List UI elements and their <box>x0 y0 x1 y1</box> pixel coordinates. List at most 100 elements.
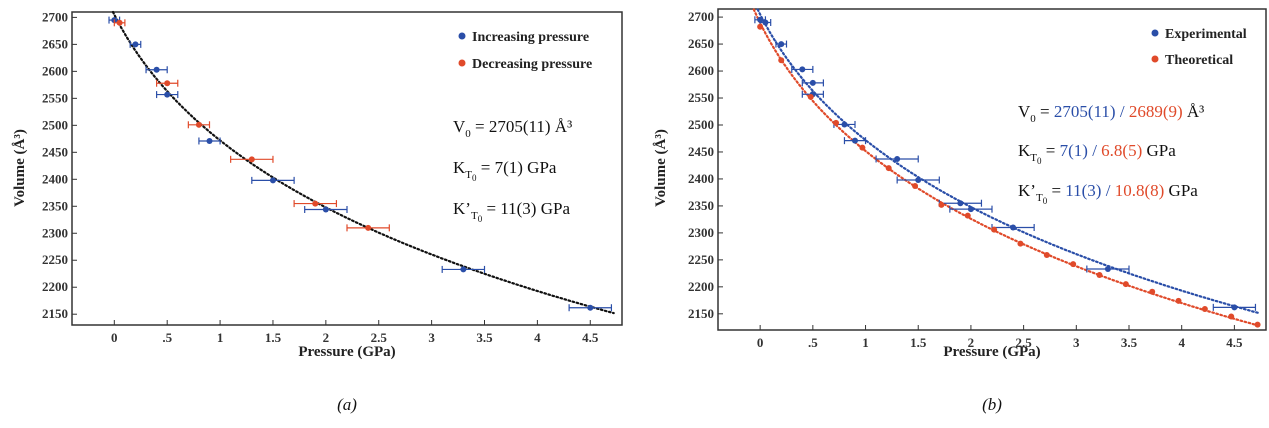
panel-a-ticks: 2150 2200 2250 2300 2350 2400 2450 2500 2550 2600… <box>42 9 599 345</box>
panel-a-parameters: V0 = 2705(11) Å³ KT0 = 7(1) GPa K’T0 = 1… <box>453 117 572 224</box>
legend-label-theoretical: Theoretical <box>1165 53 1233 68</box>
panel-b-ticks: 2150 2200 2250 2300 2350 2400 2450 2500 2550 2600… <box>688 9 1243 350</box>
ytick-label: 2550 <box>688 90 714 105</box>
panel-b-xlabel: Pressure (GPa) <box>943 344 1040 360</box>
data-point-s1-2 <box>195 121 202 128</box>
data-point-s0-10 <box>957 200 964 207</box>
param-b-k: KT0 = 7(1) / 6.8(5) GPa <box>1018 141 1176 166</box>
xtick-label: 4.5 <box>582 330 599 345</box>
panel-b-plot-frame <box>717 8 1267 331</box>
param-kp: K’T0 = 11(3) GPa <box>453 199 570 224</box>
xtick-label: 3 <box>1073 335 1080 350</box>
ytick-label: 2700 <box>688 9 714 24</box>
data-point-s0-3 <box>799 66 806 73</box>
panel-a-data-points <box>108 16 613 312</box>
xtick-label: .5 <box>808 335 818 350</box>
data-point-s1-5 <box>885 165 892 172</box>
panel-a: 2150 2200 2250 2300 2350 2400 2450 2500 2550 2600… <box>12 9 623 414</box>
data-point-s1-11 <box>1043 252 1050 259</box>
data-point-s0-1 <box>132 41 139 48</box>
data-point-s1-4 <box>859 144 866 151</box>
ytick-label: 2250 <box>42 252 68 267</box>
data-point-s0-6 <box>841 121 848 128</box>
xtick-label: 2.5 <box>371 330 388 345</box>
data-point-s0-4 <box>206 137 213 144</box>
ytick-label: 2300 <box>42 225 68 240</box>
data-point-s1-3 <box>833 119 840 126</box>
data-point-s1-19 <box>1254 321 1261 328</box>
legend-marker-theoretical <box>1151 55 1159 63</box>
panel-b: 2150 2200 2250 2300 2350 2400 2450 2500 2550 2600… <box>653 8 1267 414</box>
data-point-s0-13 <box>1104 266 1111 273</box>
data-point-s1-10 <box>1017 240 1024 247</box>
data-point-s1-9 <box>991 226 998 233</box>
panel-a-caption: (a) <box>337 395 357 414</box>
data-point-s1-1 <box>164 80 171 87</box>
ytick-label: 2500 <box>42 117 68 132</box>
panel-a-fit-curves <box>111 10 615 315</box>
panel-b-caption: (b) <box>982 395 1002 414</box>
ytick-label: 2650 <box>688 36 714 51</box>
data-point-s0-11 <box>967 206 974 213</box>
ytick-label: 2450 <box>688 144 714 159</box>
ytick-label: 2450 <box>42 144 68 159</box>
data-point-s0-7 <box>460 266 467 273</box>
panel-a-ylabel: Volume (Å³) <box>12 129 28 207</box>
data-point-s1-6 <box>912 182 919 189</box>
xtick-label: 4 <box>1178 335 1185 350</box>
xtick-label: 1 <box>862 335 869 350</box>
fit-curve-2 <box>756 8 1259 314</box>
data-point-s0-5 <box>269 177 276 184</box>
ytick-label: 2650 <box>42 36 68 51</box>
data-point-s0-14 <box>1231 304 1238 311</box>
legend-label-decreasing: Decreasing pressure <box>472 57 592 72</box>
data-point-s0-6 <box>322 206 329 213</box>
param-v0: V0 = 2705(11) Å³ <box>453 117 572 140</box>
data-point-s1-2 <box>807 93 814 100</box>
panel-a-plot-frame <box>71 11 623 326</box>
data-point-s0-12 <box>1010 224 1017 231</box>
xtick-label: .5 <box>162 330 172 345</box>
ytick-label: 2200 <box>42 279 68 294</box>
ytick-label: 2150 <box>42 306 68 321</box>
legend-marker-experimental <box>1151 29 1159 37</box>
xtick-label: 2 <box>968 335 975 350</box>
xtick-label: 1.5 <box>910 335 927 350</box>
panel-b-parameters: V0 = 2705(11) / 2689(9) Å³ KT0 = 7(1) / … <box>1018 102 1204 206</box>
ytick-label: 2350 <box>42 198 68 213</box>
legend-label-experimental: Experimental <box>1165 27 1247 42</box>
xtick-label: 3 <box>428 330 435 345</box>
xtick-label: 2.5 <box>1015 335 1032 350</box>
data-point-s1-18 <box>1228 313 1235 320</box>
data-point-s1-16 <box>1175 297 1182 304</box>
panel-b-data-points <box>754 16 1261 328</box>
data-point-s1-17 <box>1201 305 1208 312</box>
data-point-s1-12 <box>1070 261 1077 268</box>
data-point-s1-13 <box>1096 271 1103 278</box>
data-point-s1-3 <box>248 156 255 163</box>
xtick-label: 0 <box>111 330 118 345</box>
data-point-s0-7 <box>852 137 858 144</box>
legend-label-increasing: Increasing pressure <box>472 30 589 45</box>
xtick-label: 3.5 <box>1121 335 1138 350</box>
data-point-s1-0 <box>116 19 123 26</box>
ytick-label: 2550 <box>42 90 68 105</box>
data-point-s0-3 <box>164 91 171 98</box>
ytick-label: 2400 <box>688 171 714 186</box>
panel-b-ylabel: Volume (Å³) <box>653 129 669 207</box>
ytick-label: 2700 <box>42 9 68 24</box>
legend-marker-decreasing <box>458 59 466 67</box>
data-point-s0-8 <box>587 304 594 311</box>
ytick-label: 2350 <box>688 198 714 213</box>
xtick-label: 4 <box>534 330 541 345</box>
xtick-label: 3.5 <box>476 330 493 345</box>
param-b-v0: V0 = 2705(11) / 2689(9) Å³ <box>1018 102 1204 125</box>
data-point-s1-7 <box>938 201 945 208</box>
ytick-label: 2600 <box>42 63 68 78</box>
xtick-label: 2 <box>323 330 330 345</box>
data-point-s0-4 <box>809 79 816 86</box>
data-point-s0-8 <box>894 155 901 162</box>
data-point-s0-1 <box>762 19 769 26</box>
data-point-s1-0 <box>757 23 764 30</box>
